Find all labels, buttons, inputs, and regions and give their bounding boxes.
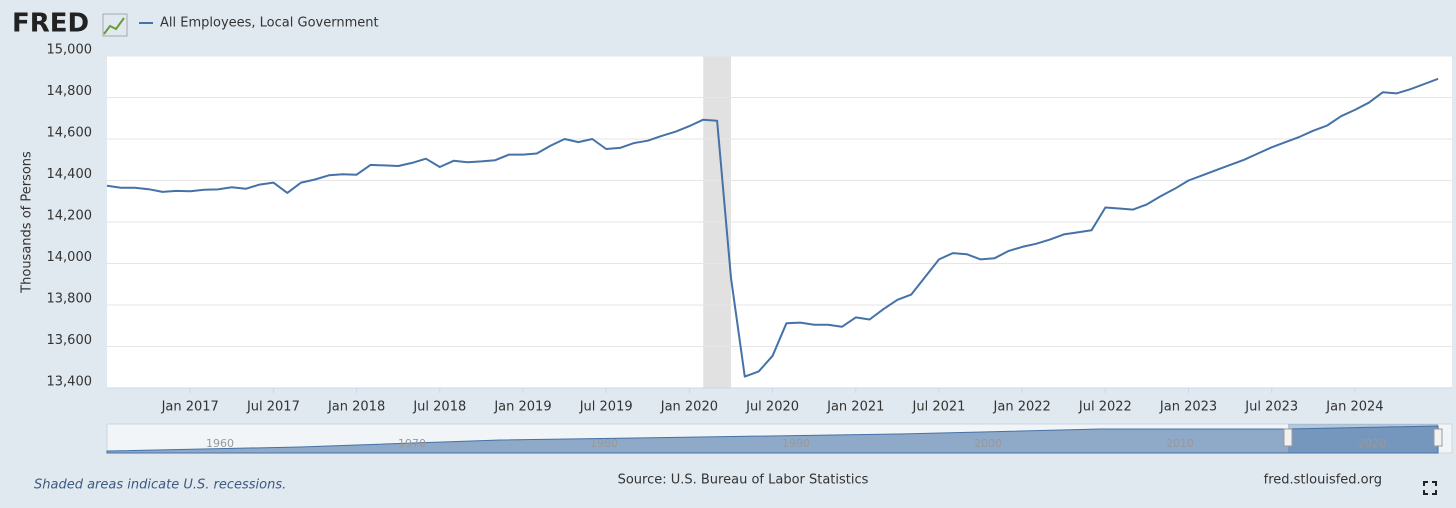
- y-tick-label: 13,600: [47, 333, 93, 348]
- navigator-area: [106, 425, 1439, 454]
- x-tick-label: Jan 2024: [1325, 400, 1383, 415]
- x-tick-label: Jan 2020: [660, 400, 718, 415]
- series-line: [106, 77, 1439, 378]
- navigator-label: 1970: [398, 437, 426, 450]
- x-tick-label: Jul 2019: [579, 400, 633, 415]
- y-tick-label: 14,800: [47, 84, 93, 99]
- logo-icon: [103, 17, 125, 35]
- navigator-selection[interactable]: [1288, 424, 1438, 453]
- y-tick-label: 14,400: [47, 167, 93, 182]
- navigator-label: 1960: [206, 437, 234, 450]
- x-tick-label: Jan 2022: [993, 400, 1051, 415]
- y-tick-label: 13,800: [47, 292, 93, 307]
- navigator-handle[interactable]: [1433, 428, 1443, 447]
- x-tick-label: Jul 2020: [745, 400, 799, 415]
- source: Source: U.S. Bureau of Labor Statistics: [618, 473, 869, 488]
- logo-frame: [102, 13, 128, 37]
- navigator-label: 2010: [1166, 437, 1194, 450]
- x-tick-label: Jan 2023: [1159, 400, 1217, 415]
- y-tick-label: 14,200: [47, 209, 93, 224]
- x-tick-label: Jul 2023: [1244, 400, 1298, 415]
- x-tick-label: Jan 2021: [826, 400, 884, 415]
- legend-label: All Employees, Local Government: [160, 16, 379, 31]
- x-tick-label: Jul 2021: [912, 400, 966, 415]
- site-link[interactable]: fred.stlouisfed.org: [1264, 473, 1382, 488]
- x-tick-label: Jul 2018: [412, 400, 466, 415]
- y-axis-label: Thousands of Persons: [20, 151, 35, 294]
- navigator-label: 1990: [782, 437, 810, 450]
- x-tick-label: Jan 2018: [327, 400, 385, 415]
- x-tick-label: Jan 2019: [493, 400, 551, 415]
- navigator-handle[interactable]: [1283, 428, 1293, 447]
- y-tick-label: 14,600: [47, 126, 93, 141]
- fullscreen-button[interactable]: [1423, 481, 1437, 495]
- x-tick-label: Jul 2017: [246, 400, 300, 415]
- navigator-label: 2020: [1358, 437, 1386, 450]
- x-tick-label: Jan 2017: [161, 400, 219, 415]
- x-tick-label: Jul 2022: [1078, 400, 1132, 415]
- navigator-label: 2000: [974, 437, 1002, 450]
- y-tick-label: 14,000: [47, 250, 93, 265]
- y-tick-label: 15,000: [47, 43, 93, 58]
- y-tick-label: 13,400: [47, 375, 93, 390]
- recession-note: Shaded areas indicate U.S. recessions.: [34, 478, 286, 493]
- logo: FRED: [12, 9, 89, 39]
- navigator-label: 1980: [590, 437, 618, 450]
